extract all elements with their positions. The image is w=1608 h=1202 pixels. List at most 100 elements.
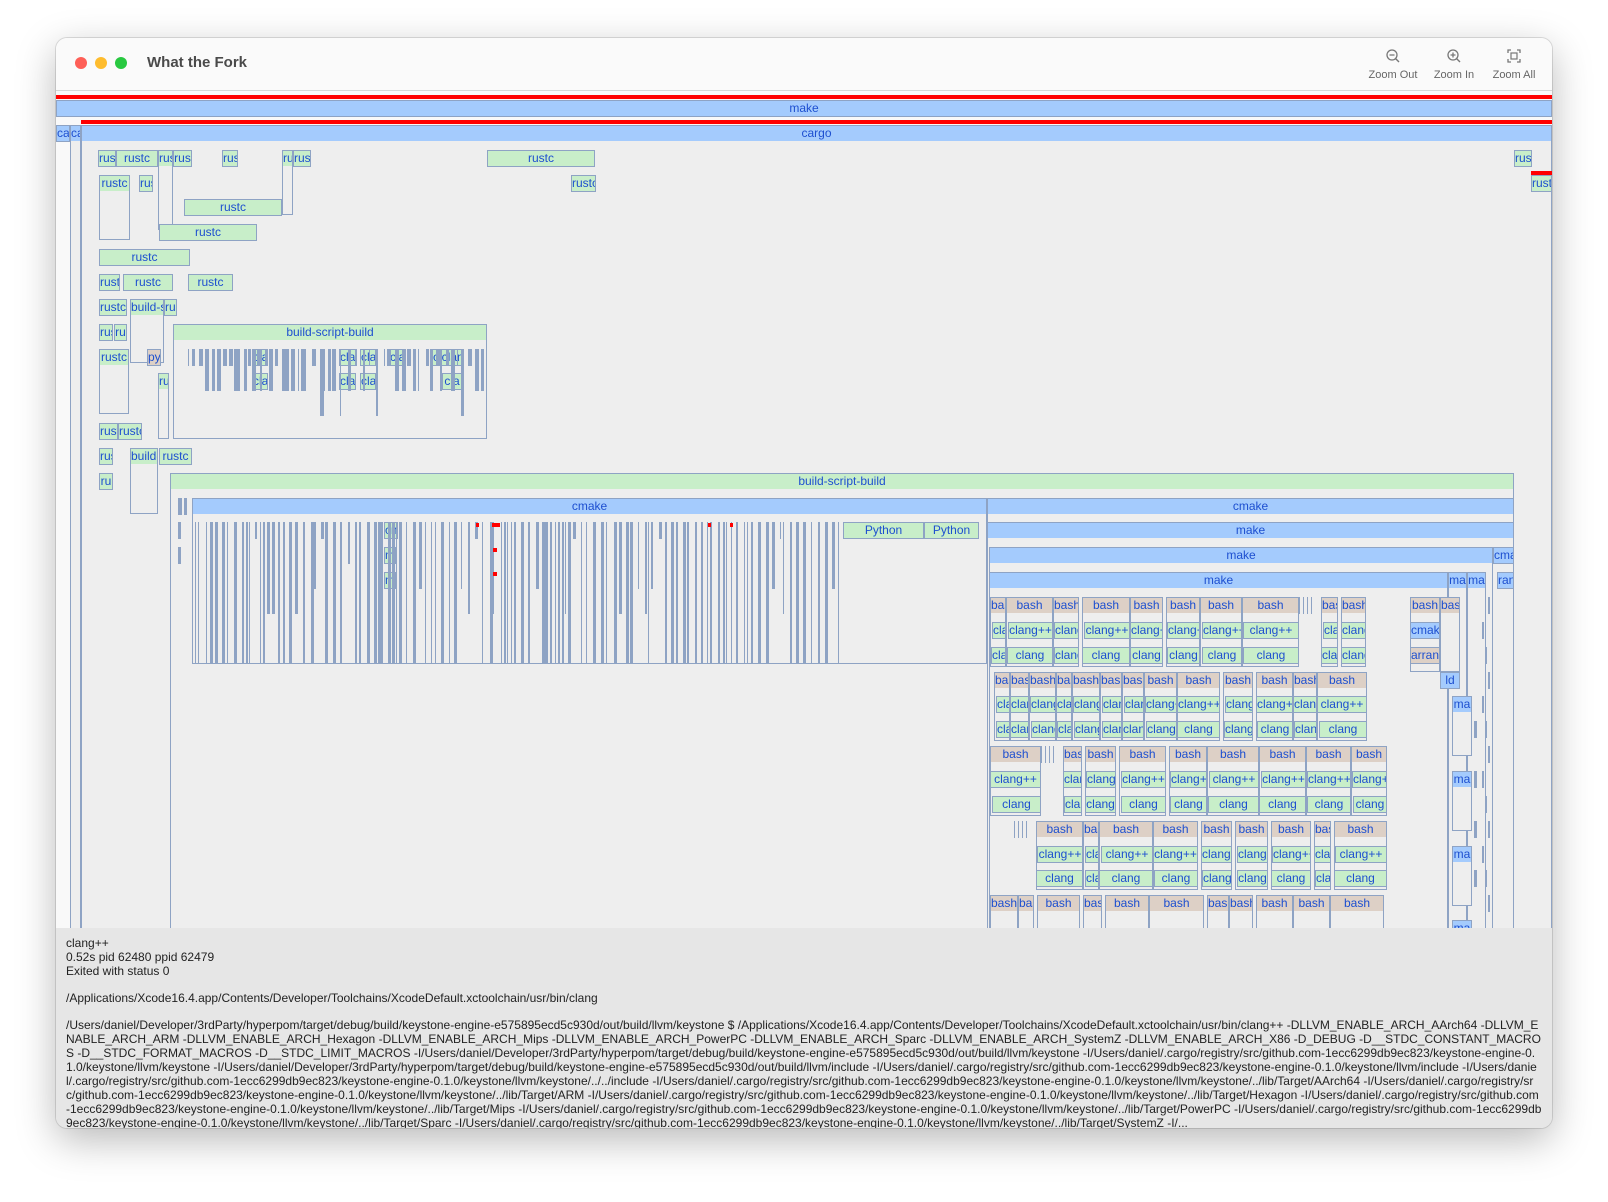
process-sliver[interactable] <box>818 522 820 663</box>
process-sliver[interactable] <box>1474 820 1477 838</box>
process-sliver[interactable] <box>1488 597 1490 614</box>
process-sliver[interactable] <box>593 522 596 663</box>
process-box[interactable]: clang++ <box>1008 621 1053 639</box>
process-sliver[interactable] <box>269 348 273 391</box>
process-sliver[interactable] <box>521 522 524 663</box>
process-box[interactable]: clang++ <box>1201 845 1232 863</box>
process-sliver[interactable] <box>321 522 324 540</box>
process-box[interactable]: clang <box>1243 646 1299 664</box>
process-sliver[interactable] <box>406 522 407 663</box>
process-sliver[interactable] <box>1485 646 1487 664</box>
process-box[interactable]: arran <box>1410 646 1440 664</box>
process-sliver[interactable] <box>832 522 835 590</box>
process-box[interactable]: rus <box>1514 149 1532 167</box>
process-sliver[interactable] <box>223 348 227 366</box>
process-sliver[interactable] <box>198 522 199 663</box>
process-box[interactable]: clang <box>996 721 1010 739</box>
process-box[interactable]: clang <box>1154 870 1198 888</box>
process-sliver[interactable] <box>246 522 248 663</box>
process-sliver[interactable] <box>355 522 357 663</box>
process-box[interactable]: clang <box>1257 721 1293 739</box>
process-sliver[interactable] <box>665 522 667 663</box>
process-box[interactable]: clang <box>1074 721 1100 739</box>
process-sliver[interactable] <box>731 522 732 663</box>
process-sliver[interactable] <box>707 522 708 663</box>
process-sliver[interactable] <box>359 522 361 663</box>
process-box[interactable]: ma <box>1452 920 1472 928</box>
process-sliver[interactable] <box>249 522 250 663</box>
process-sliver[interactable] <box>328 348 331 391</box>
process-box[interactable]: bash <box>1083 895 1102 928</box>
process-sliver[interactable] <box>1482 845 1484 863</box>
process-sliver[interactable] <box>199 348 203 366</box>
process-box[interactable]: bash <box>1330 895 1384 928</box>
process-sliver[interactable] <box>402 348 406 391</box>
process-box[interactable]: ru <box>158 373 169 439</box>
process-sliver[interactable] <box>363 348 365 391</box>
process-sliver[interactable] <box>195 522 196 663</box>
process-sliver[interactable] <box>413 348 416 391</box>
process-box[interactable]: clang++ <box>1225 696 1253 714</box>
process-box[interactable]: clang <box>1085 795 1116 813</box>
process-sliver[interactable] <box>324 348 325 391</box>
process-sliver[interactable] <box>676 522 678 663</box>
process-sliver[interactable] <box>1488 820 1490 838</box>
process-box[interactable]: Python <box>843 522 924 540</box>
process-sliver[interactable] <box>178 522 181 540</box>
process-box[interactable]: clang++ <box>1063 770 1082 788</box>
process-box[interactable]: clang++ <box>1341 621 1366 639</box>
process-box[interactable]: bash <box>1207 895 1229 928</box>
process-box[interactable]: rustc <box>99 298 127 316</box>
process-sliver[interactable] <box>1488 671 1490 689</box>
process-box[interactable]: rust <box>99 423 118 441</box>
process-sliver[interactable] <box>573 522 576 540</box>
process-sliver[interactable] <box>645 522 647 615</box>
process-sliver[interactable] <box>536 522 539 590</box>
process-box[interactable]: clang <box>1170 795 1207 813</box>
process-box[interactable]: clang <box>1202 646 1242 664</box>
process-sliver[interactable] <box>263 522 265 663</box>
process-sliver[interactable] <box>289 522 292 663</box>
process-box[interactable]: pyt <box>147 348 161 366</box>
process-sliver[interactable] <box>234 348 238 391</box>
process-sliver[interactable] <box>493 522 494 615</box>
process-sliver[interactable] <box>395 348 399 391</box>
process-sliver[interactable] <box>184 497 187 515</box>
process-box[interactable]: bash <box>1229 895 1253 928</box>
process-sliver[interactable] <box>825 522 828 663</box>
process-box[interactable]: ru <box>114 323 127 341</box>
process-box[interactable]: clang <box>1177 721 1220 739</box>
process-box[interactable]: rustc <box>188 273 233 291</box>
process-box[interactable]: bash <box>1256 895 1293 928</box>
process-sliver[interactable] <box>1041 746 1042 764</box>
process-box[interactable]: clang <box>1099 870 1153 888</box>
process-box[interactable]: Python <box>924 522 979 540</box>
process-box[interactable]: clang <box>1224 721 1253 739</box>
process-sliver[interactable] <box>683 522 686 663</box>
process-box[interactable]: clang++ <box>1167 621 1200 639</box>
process-sliver[interactable] <box>1474 721 1477 739</box>
process-sliver[interactable] <box>244 348 247 391</box>
process-sliver[interactable] <box>1022 820 1023 838</box>
process-sliver[interactable] <box>501 522 502 663</box>
process-box[interactable]: ru <box>99 472 113 490</box>
process-box[interactable]: rustc <box>123 273 173 291</box>
process-sliver[interactable] <box>528 522 530 663</box>
process-sliver[interactable] <box>507 522 508 663</box>
process-box[interactable]: clang <box>992 795 1041 813</box>
process-sliver[interactable] <box>545 522 548 663</box>
process-sliver[interactable] <box>399 522 402 663</box>
process-box[interactable]: clang++ <box>1261 770 1306 788</box>
process-box[interactable]: clang++ <box>1307 770 1351 788</box>
process-sliver[interactable] <box>407 348 411 366</box>
process-sliver[interactable] <box>687 522 689 663</box>
process-sliver[interactable] <box>504 522 506 663</box>
flame-graph[interactable]: makecacacargorusrustcrusrusrusrurusrustc… <box>56 91 1552 928</box>
process-sliver[interactable] <box>638 522 639 590</box>
process-sliver[interactable] <box>718 522 720 663</box>
process-box[interactable]: clang++ <box>1243 621 1299 639</box>
process-sliver[interactable] <box>726 522 727 663</box>
process-box[interactable]: clang <box>1208 795 1259 813</box>
process-box[interactable]: bash <box>1440 597 1460 672</box>
process-sliver[interactable] <box>381 522 383 663</box>
